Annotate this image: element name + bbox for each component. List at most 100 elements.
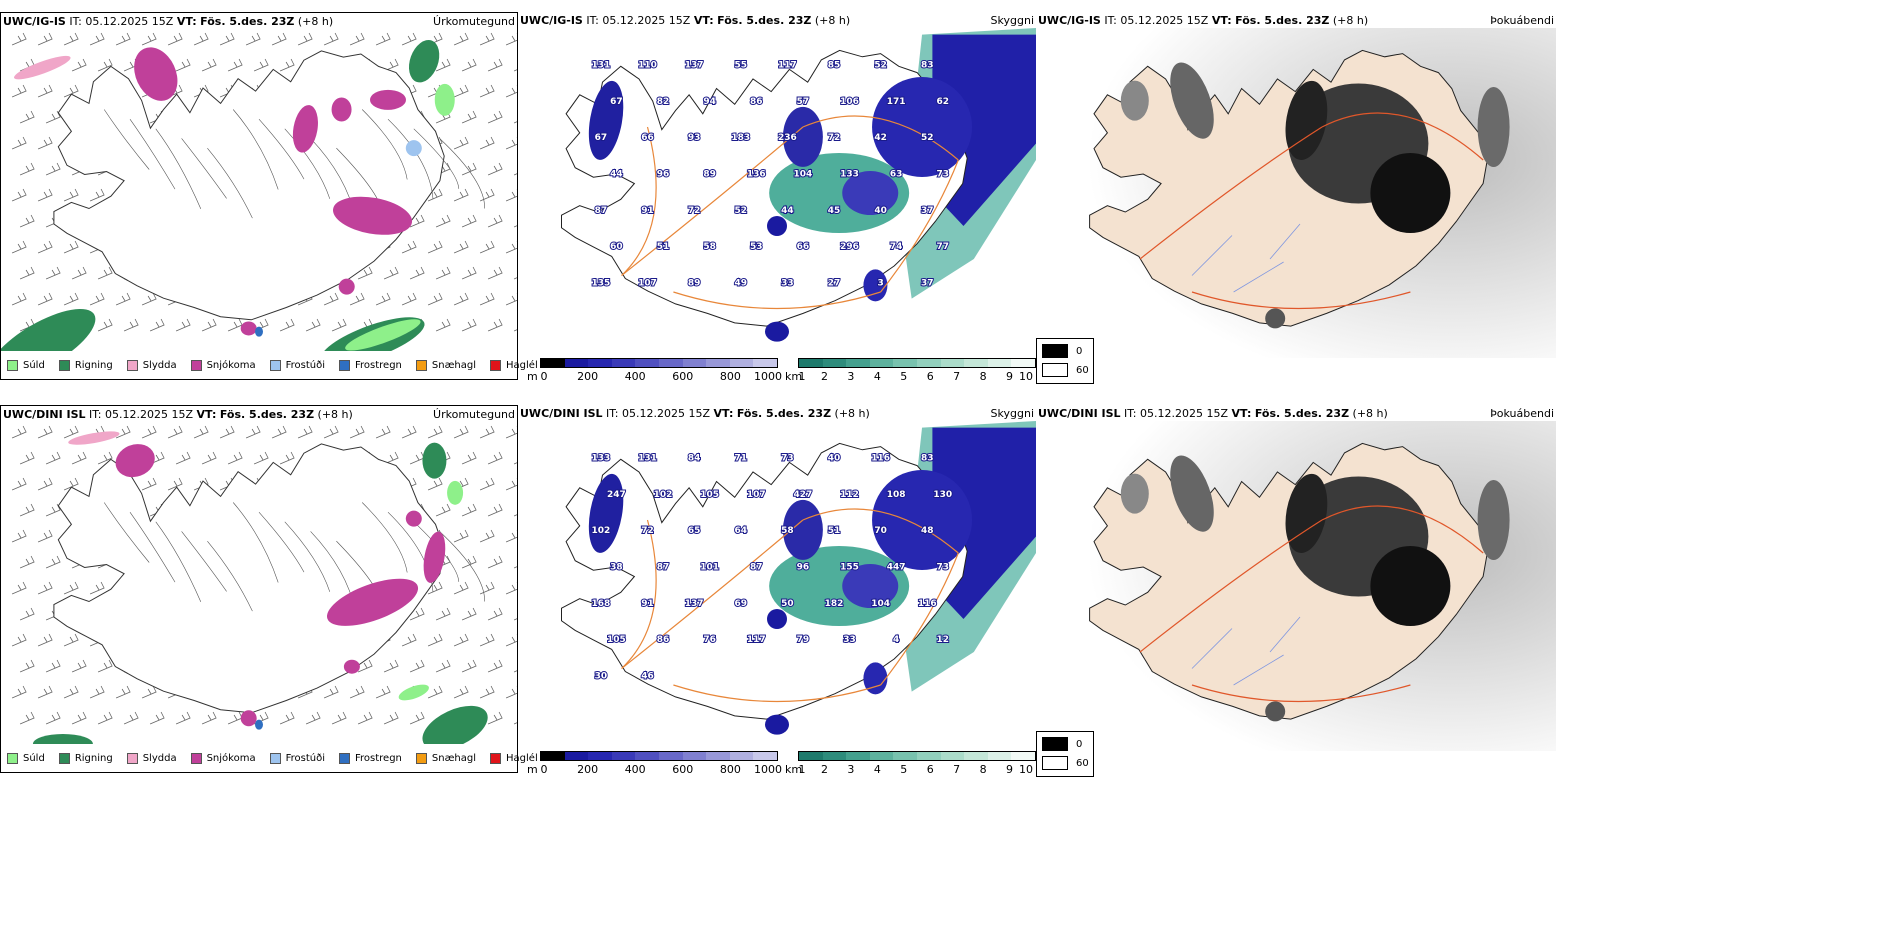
wind-barb	[193, 32, 209, 46]
cloud-base-label: 58	[781, 526, 794, 536]
wind-barb	[37, 477, 53, 491]
cloud-panel-bottom: UWC/DINI ISL IT: 05.12.2025 15Z VT: Fös.…	[518, 405, 1036, 776]
snow-area	[331, 97, 352, 122]
cloud-base-label: 72	[688, 206, 701, 216]
wind-barb	[349, 292, 365, 306]
colorbar-tick-label: 0	[540, 370, 548, 383]
colorbar-step	[893, 752, 917, 760]
colorbar-step	[635, 359, 659, 367]
wind-barb	[513, 277, 517, 280]
cloud-base-label: 105	[607, 635, 626, 645]
road	[413, 128, 460, 189]
wind-barb	[357, 266, 373, 280]
panel-title: UWC/DINI ISL IT: 05.12.2025 15Z VT: Fös.…	[3, 408, 353, 421]
sleet-area	[14, 55, 71, 80]
wind-barb	[89, 188, 105, 202]
wind-barb	[97, 266, 113, 280]
cloud-base-label: 89	[688, 278, 701, 288]
wind-barb	[375, 685, 391, 699]
cloud-base-label: 87	[750, 563, 763, 573]
cloud-base-label: 171	[887, 97, 906, 107]
legend-item: Slydda	[126, 753, 177, 764]
wind-barb	[71, 58, 87, 72]
colorbar-step	[611, 752, 636, 760]
wind-barb	[435, 266, 451, 280]
colorbar-tick-label: 600	[672, 370, 694, 383]
wind-barb	[453, 188, 469, 202]
cloud-base-label: 117	[747, 635, 766, 645]
panel-title: UWC/IG-IS IT: 05.12.2025 15Z VT: Fös. 5.…	[520, 14, 851, 27]
legend-swatch	[190, 753, 202, 764]
colorbar-step	[588, 752, 612, 760]
fog-legend-row: 0	[1042, 737, 1082, 751]
wind-barb	[115, 32, 131, 46]
cloud-base-label: 108	[887, 490, 906, 500]
cloud-base-label: 137	[685, 61, 704, 71]
cloud-base-label: 73	[781, 454, 794, 464]
wind-barb	[149, 451, 165, 465]
wind-barb	[461, 607, 477, 621]
visibility-colorbar: km 1 2 3 4 5 6 7 8 9 10	[785, 751, 1036, 779]
cloud-base-area	[767, 609, 787, 629]
road	[1321, 505, 1484, 554]
wind-barb	[453, 32, 469, 46]
colorbar-step	[588, 359, 612, 367]
road	[129, 511, 176, 583]
wind-barb	[271, 425, 287, 439]
wind-barb	[71, 266, 87, 280]
road-network	[1139, 505, 1484, 703]
wind-barb	[19, 162, 35, 176]
wind-barb	[513, 514, 517, 517]
wind-barb	[279, 711, 295, 725]
cloud-base-label: 91	[641, 599, 654, 609]
wind-barb	[219, 425, 235, 439]
fog-legend-swatch	[1042, 344, 1068, 358]
colorbar-tick-label: 10	[1019, 763, 1033, 776]
colorbar-ramp	[798, 358, 1036, 368]
cloud-base-label: 65	[688, 526, 701, 536]
wind-barb	[323, 425, 339, 439]
colorbar-tick-label: 3	[847, 370, 855, 383]
wind-barb	[89, 685, 105, 699]
cloud-base-label: 38	[610, 563, 623, 573]
wind-barb	[461, 555, 477, 569]
road	[155, 128, 202, 209]
cloud-base-label: 168	[591, 599, 610, 609]
legend-swatch	[415, 753, 427, 764]
colorbar-tick-label: 4	[873, 763, 881, 776]
colorbar-tick-label: 800	[719, 370, 741, 383]
river	[1233, 654, 1284, 686]
snow-area	[405, 510, 422, 527]
legend-swatch	[126, 360, 138, 371]
cloud-base-label: 236	[778, 133, 797, 143]
panel-name: Úrkomutegund	[433, 15, 515, 28]
snow-area	[423, 531, 446, 583]
wind-barb	[11, 529, 27, 543]
cloud-base-label: 86	[750, 97, 763, 107]
wind-barb	[435, 503, 451, 517]
snow-area	[292, 105, 318, 153]
road	[361, 502, 408, 573]
drizzle-area	[345, 319, 421, 351]
wind-barb	[479, 425, 495, 439]
cloud-base-label: 107	[638, 278, 657, 288]
colorbar-tick-label: 2	[820, 763, 828, 776]
legend-item: Snæhagl	[415, 360, 476, 371]
colorbar-tick-label: 1000	[754, 763, 782, 776]
colorbar-step	[940, 752, 965, 760]
colorbar-step	[611, 359, 636, 367]
wind-barb	[513, 69, 517, 72]
wind-barb	[349, 32, 365, 46]
wind-barb	[297, 32, 313, 46]
wind-barb	[11, 84, 27, 98]
wind-barb	[63, 188, 79, 202]
road	[673, 684, 881, 703]
colorbar-tick-label: 3	[847, 763, 855, 776]
cloud-base-label: 91	[641, 206, 654, 216]
road-network	[621, 508, 959, 703]
wind-barb	[453, 136, 469, 150]
wind-barb	[63, 581, 79, 595]
wind-barb	[253, 58, 269, 72]
legend-label: Haglél	[506, 360, 538, 371]
fog-map	[1036, 421, 1556, 751]
